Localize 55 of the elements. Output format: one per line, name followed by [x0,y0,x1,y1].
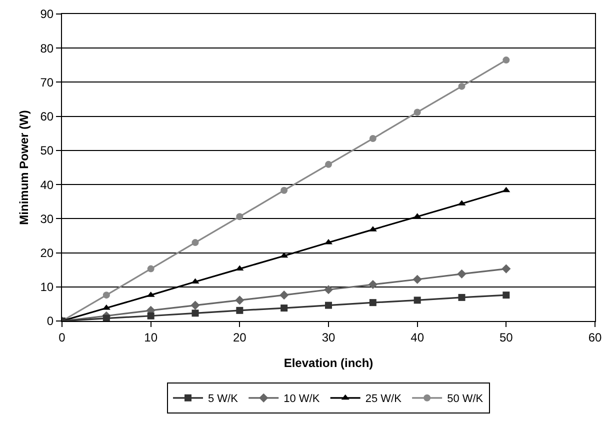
point [147,312,154,320]
y-tick-label: 50 [40,144,54,158]
point [502,56,510,64]
x-tick-label: 40 [410,330,424,344]
x-tick-label: 0 [58,330,66,344]
point [457,269,466,278]
y-tick-label: 10 [40,280,54,294]
legend-label: 50 W/K [447,393,484,406]
y-tick-label: 70 [40,75,54,90]
x-tick-label: 20 [232,330,247,344]
point [502,264,511,274]
point [192,310,199,317]
x-tick-label: 60 [588,330,602,344]
point [235,296,244,305]
point [280,252,288,258]
point [236,265,244,271]
legend-label: 25 W/K [365,393,402,406]
x-tick-label: 30 [322,330,336,344]
point [414,296,421,304]
point [324,285,334,294]
point [280,290,289,300]
point [414,108,421,116]
point [190,300,200,310]
y-axis-title: Minimum Power (W) [17,110,31,225]
point [369,299,376,306]
y-tick-label: 30 [40,212,54,226]
point [191,278,200,284]
y-tick-label: 90 [40,7,54,22]
point [192,239,199,246]
point [502,292,510,299]
x-axis-title: Elevation (inch) [284,356,374,370]
x-tick-label: 50 [499,330,514,344]
point [458,294,466,301]
y-tick-label: 60 [40,110,54,124]
point [325,160,332,168]
point [102,314,110,321]
y-tick-label: 40 [40,178,54,192]
point [236,213,244,220]
point [502,186,510,192]
legend-label: 10 W/K [284,393,320,406]
point [147,265,154,272]
y-tick-label: 80 [40,41,54,56]
point [280,186,288,194]
y-tick-label: 20 [40,246,54,260]
point [369,135,376,142]
point [325,302,332,309]
x-tick-label: 10 [144,330,158,344]
point [102,292,110,299]
point [368,280,378,290]
point [458,82,466,90]
point [236,306,244,314]
point [280,304,288,312]
legend-label: 5 W/K [208,393,239,406]
point [412,274,422,284]
y-tick-label: 0 [46,314,54,328]
